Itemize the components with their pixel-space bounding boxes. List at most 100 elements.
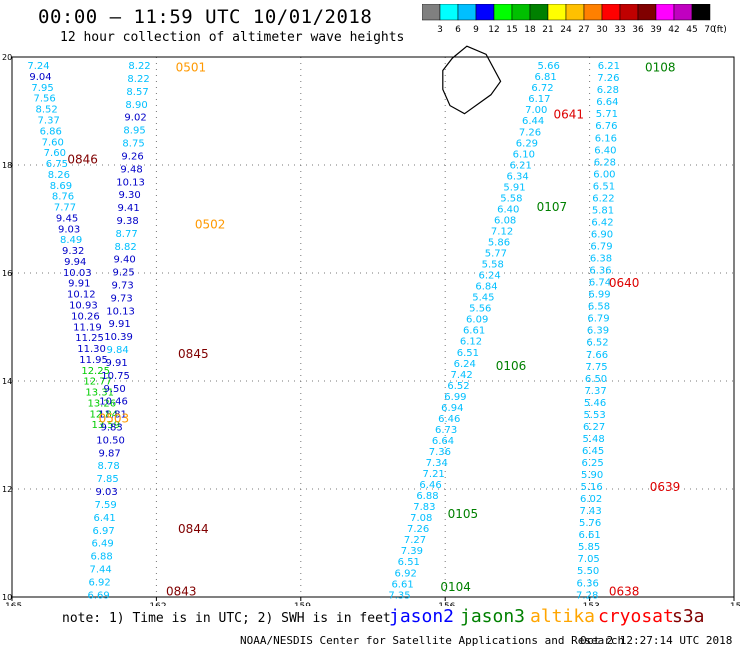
y-tick-label: 16 [2, 269, 12, 278]
x-tick-label: -153 [579, 602, 599, 606]
wave-height-point: 6.36 [577, 578, 599, 589]
wave-height-point: 6.25 [581, 458, 603, 469]
wave-height-point: 6.79 [590, 242, 612, 253]
wave-height-point: 10.50 [96, 435, 125, 446]
y-tick-label: 18 [2, 161, 12, 170]
wave-height-point: 7.26 [597, 73, 619, 84]
colorbar: 3 6 9 12 15 18 21 24 27 30 33 36 39 42 45 70(ft) [422, 4, 727, 35]
footer-timestamp: Oct 2 12:27:14 UTC 2018 [580, 634, 733, 647]
pass-time-label: 0104 [440, 580, 471, 594]
wave-height-point: 6.16 [595, 133, 617, 144]
wave-height-point: 8.76 [52, 192, 74, 203]
wave-height-point: 7.12 [491, 226, 513, 237]
wave-height-point: 5.58 [482, 260, 504, 271]
wave-height-point: 6.09 [466, 315, 488, 326]
wave-height-point: 5.48 [582, 434, 604, 445]
wave-height-point: 7.44 [90, 564, 112, 575]
pass-time-label: 0846 [67, 153, 98, 167]
wave-height-point: 9.83 [100, 423, 122, 434]
wave-height-point: 6.99 [444, 392, 466, 403]
wave-height-point: 6.74 [589, 278, 611, 289]
wave-height-point: 9.94 [64, 257, 86, 268]
wave-height-point: 6.75 [46, 159, 68, 170]
wave-height-point: 6.51 [457, 348, 479, 359]
wave-height-point: 7.85 [96, 474, 118, 485]
wave-height-point: 7.05 [578, 554, 600, 565]
wave-height-point: 5.50 [577, 566, 599, 577]
wave-height-point: 10.39 [104, 332, 133, 343]
wave-height-point: 5.91 [503, 182, 525, 193]
wave-height-point: 6.51 [398, 557, 420, 568]
wave-height-point: 8.90 [125, 100, 147, 111]
wave-height-point: 7.75 [585, 362, 607, 373]
wave-height-point: 6.92 [395, 568, 417, 579]
wave-height-point: 6.29 [516, 138, 538, 149]
wave-height-point: 6.36 [589, 266, 611, 277]
wave-height-point: 6.17 [528, 94, 550, 105]
wave-height-point: 9.03 [95, 487, 117, 498]
wave-height-point: 6.58 [588, 302, 610, 313]
colorbar-tick-label: 27 [578, 25, 589, 35]
wave-height-point: 6.40 [497, 204, 519, 215]
wave-height-point: 5.16 [580, 482, 602, 493]
wave-height-point: 8.49 [60, 235, 82, 246]
wave-height-point: 9.25 [112, 268, 134, 279]
satellite-jason3: jason3 [460, 606, 526, 627]
wave-height-point: 10.13 [116, 177, 145, 188]
wave-height-point: 6.64 [432, 436, 454, 447]
wave-height-point: 6.84 [475, 282, 497, 293]
wave-height-point: 10.26 [71, 311, 100, 322]
x-tick-label: -162 [146, 602, 166, 606]
footer-credit: NOAA/NESDIS Center for Satellite Applica… [240, 634, 625, 647]
wave-height-point: 6.42 [591, 217, 613, 228]
satellite-cryosat: cryosat [598, 606, 674, 627]
wave-height-point: 5.77 [485, 249, 507, 260]
wave-height-point: 6.08 [494, 215, 516, 226]
wave-height-point: 7.83 [413, 502, 435, 513]
wave-height-point: 7.34 [426, 458, 448, 469]
wave-height-point: 6.88 [416, 491, 438, 502]
x-tick-label: -165 [2, 602, 22, 606]
wave-height-point: 9.38 [116, 216, 138, 227]
wave-height-point: 6.46 [438, 414, 460, 425]
x-tick-label: -159 [291, 602, 312, 606]
wave-height-point: 6.02 [580, 494, 602, 505]
wave-height-point: 11.19 [73, 322, 102, 333]
wave-height-point: 9.73 [111, 281, 133, 292]
wave-height-point: 9.30 [118, 190, 140, 201]
wave-height-point: 7.28 [576, 590, 598, 601]
wave-height-point: 9.91 [105, 358, 127, 369]
pass-time-label: 0502 [195, 217, 226, 231]
pass-time-label: 0105 [448, 507, 479, 521]
wave-height-point: 7.42 [451, 370, 473, 381]
wave-height-point: 9.50 [103, 384, 125, 395]
wave-height-point: 6.97 [92, 526, 114, 537]
wave-height-point: 9.91 [68, 279, 90, 290]
colorbar-tick-label: 30 [596, 25, 608, 35]
pass-time-label: 0843 [166, 585, 197, 599]
wave-height-point: 6.51 [593, 181, 615, 192]
wave-height-point: 11.81 [98, 410, 127, 421]
pass-time-label: 0640 [609, 276, 640, 290]
wave-height-point: 9.26 [121, 151, 143, 162]
wave-height-point: 6.69 [88, 590, 110, 601]
pass-time-label: 0641 [554, 108, 585, 122]
wave-height-point: 7.26 [407, 524, 429, 535]
wave-height-point: 7.77 [54, 203, 76, 214]
wave-height-point: 9.02 [124, 113, 146, 124]
wave-height-map: -165-162-159-156-153-151012141618207.249… [2, 45, 740, 606]
wave-height-point: 7.24 [27, 61, 49, 72]
wave-height-point: 8.69 [50, 181, 72, 192]
wave-height-point: 5.81 [592, 205, 614, 216]
wave-height-point: 13.59 [92, 420, 121, 431]
colorbar-tick-label: 33 [614, 25, 625, 35]
colorbar-tick-label: 45 [686, 25, 697, 35]
wave-height-point: 10.12 [67, 290, 96, 301]
wave-height-point: 5.46 [584, 398, 606, 409]
wave-height-point: 12.84 [89, 409, 118, 420]
wave-height-point: 5.66 [538, 61, 560, 72]
x-tick-label: -15 [727, 602, 740, 606]
wave-height-point: 7.36 [429, 447, 451, 458]
y-tick-label: 20 [2, 53, 12, 62]
wave-height-point: 6.44 [522, 116, 544, 127]
